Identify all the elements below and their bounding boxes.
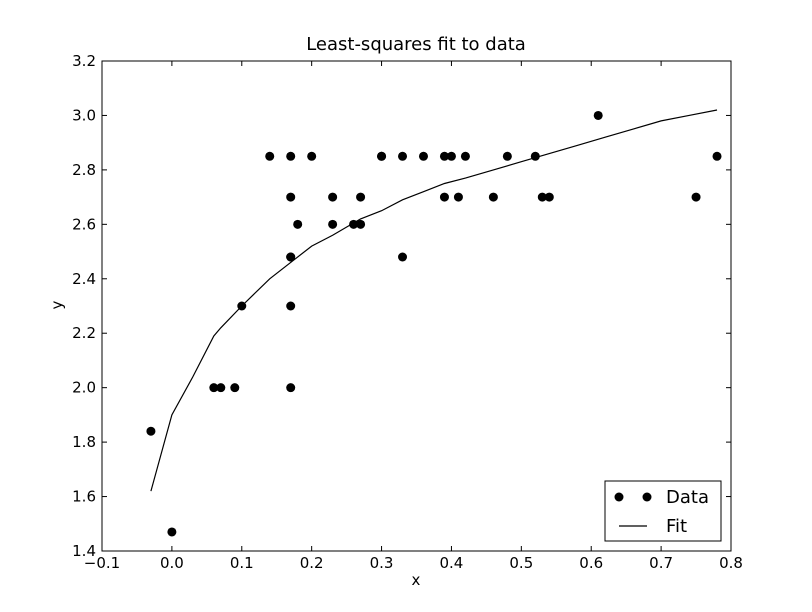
y-tick-label: 3.2	[72, 52, 96, 70]
data-point	[167, 527, 177, 537]
data-point	[209, 383, 219, 393]
data-point	[377, 151, 387, 161]
x-tick-label: 0.0	[160, 554, 184, 572]
data-point	[237, 301, 247, 311]
data-point	[712, 151, 722, 161]
legend-label-fit: Fit	[666, 516, 687, 537]
data-point	[286, 301, 296, 311]
plot-area	[101, 60, 732, 552]
y-tick-label: 2.6	[72, 215, 96, 233]
x-tick-label: 0.2	[300, 554, 324, 572]
plot-frame	[101, 60, 732, 552]
data-point	[691, 192, 701, 202]
y-tick-label: 3.0	[72, 106, 96, 124]
data-point	[328, 192, 338, 202]
legend: Data Fit	[604, 480, 722, 542]
legend-label-data: Data	[666, 487, 709, 508]
data-point	[146, 426, 156, 436]
x-tick-label: 0.5	[509, 554, 533, 572]
data-point	[293, 219, 303, 229]
legend-box	[604, 480, 722, 542]
x-tick-label: 0.6	[579, 554, 603, 572]
data-point	[488, 192, 498, 202]
x-tick-label: 0.1	[230, 554, 254, 572]
y-tick-label: 1.8	[72, 433, 96, 451]
data-point	[439, 151, 449, 161]
y-tick-label: 2.8	[72, 161, 96, 179]
y-tick-label: 1.6	[72, 488, 96, 506]
data-point	[265, 151, 275, 161]
data-points-layer	[146, 110, 722, 537]
y-tick-label: 2.2	[72, 324, 96, 342]
data-point	[593, 110, 603, 120]
y-tick-label: 1.4	[72, 542, 96, 560]
legend-data-marker-right	[642, 492, 652, 502]
data-point	[230, 383, 240, 393]
x-tick-label: 0.4	[440, 554, 464, 572]
y-axis-label: y	[48, 300, 66, 309]
data-point	[502, 151, 512, 161]
ticks-layer: −0.1 0.0 0.1 0.2 0.3 0.4 0.5 0.6 0.7 0.8 1.4 1.6 1.8…	[72, 52, 743, 572]
legend-data-marker-left	[614, 492, 624, 502]
chart-title: Least-squares fit to data	[306, 34, 526, 55]
data-point	[530, 151, 540, 161]
data-point	[544, 192, 554, 202]
data-point	[286, 192, 296, 202]
x-tick-label: 0.7	[649, 554, 673, 572]
data-point	[307, 151, 317, 161]
fit-line	[150, 109, 718, 492]
data-point	[216, 383, 226, 393]
data-point	[328, 219, 338, 229]
data-point	[349, 219, 359, 229]
data-point	[418, 151, 428, 161]
data-point	[356, 219, 366, 229]
data-point	[446, 151, 456, 161]
data-point	[439, 192, 449, 202]
data-point	[286, 151, 296, 161]
data-point	[286, 252, 296, 262]
data-point	[286, 383, 296, 393]
x-tick-label: 0.8	[719, 554, 743, 572]
data-point	[398, 252, 408, 262]
data-point	[537, 192, 547, 202]
y-tick-label: 2.4	[72, 270, 96, 288]
x-tick-label: −0.1	[84, 554, 120, 572]
data-point	[453, 192, 463, 202]
data-point	[460, 151, 470, 161]
y-tick-label: 2.0	[72, 379, 96, 397]
x-axis-label: x	[412, 571, 421, 589]
data-point	[356, 192, 366, 202]
x-tick-label: 0.3	[370, 554, 394, 572]
data-point	[398, 151, 408, 161]
fit-line-layer	[150, 109, 718, 492]
